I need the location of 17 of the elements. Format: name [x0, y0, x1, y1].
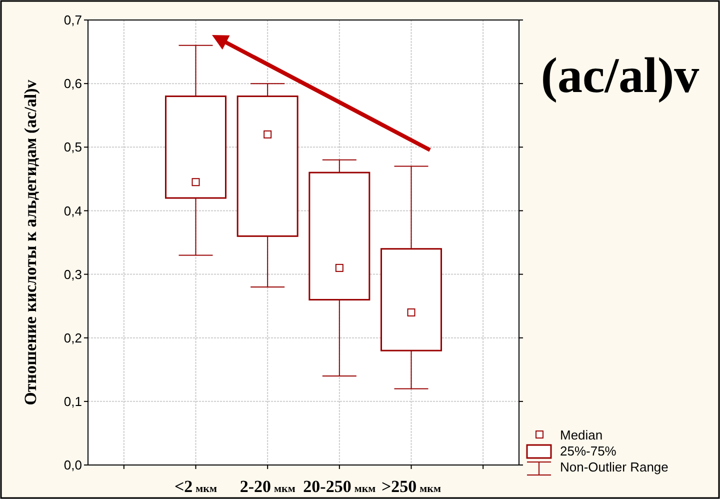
x-tick-label: <2 мкм [174, 477, 218, 496]
y-axis-title: Отношение кислоты к альдегидам (ac/al)v [21, 79, 40, 406]
text: Median [560, 428, 603, 443]
x-tick-label: 20-250 мкм [303, 477, 376, 496]
text: 25%-75% [560, 444, 617, 459]
y-tick-label: 0,0 [64, 458, 82, 473]
text: (ac/al)v [540, 47, 700, 103]
y-tick-label: 0,7 [64, 12, 82, 28]
text: Non-Outlier Range [560, 460, 668, 475]
y-tick-label: 0,2 [64, 330, 82, 346]
y-tick-label: 0,6 [64, 76, 82, 92]
x-tick-label: 2-20 мкм [240, 477, 296, 496]
y-tick-label: 0,5 [64, 140, 82, 155]
x-tick-label: >250 мкм [381, 477, 442, 496]
y-tick-label: 0,3 [64, 266, 82, 282]
y-tick-label: 0,1 [64, 394, 82, 409]
y-tick-label: 0,4 [64, 203, 82, 218]
